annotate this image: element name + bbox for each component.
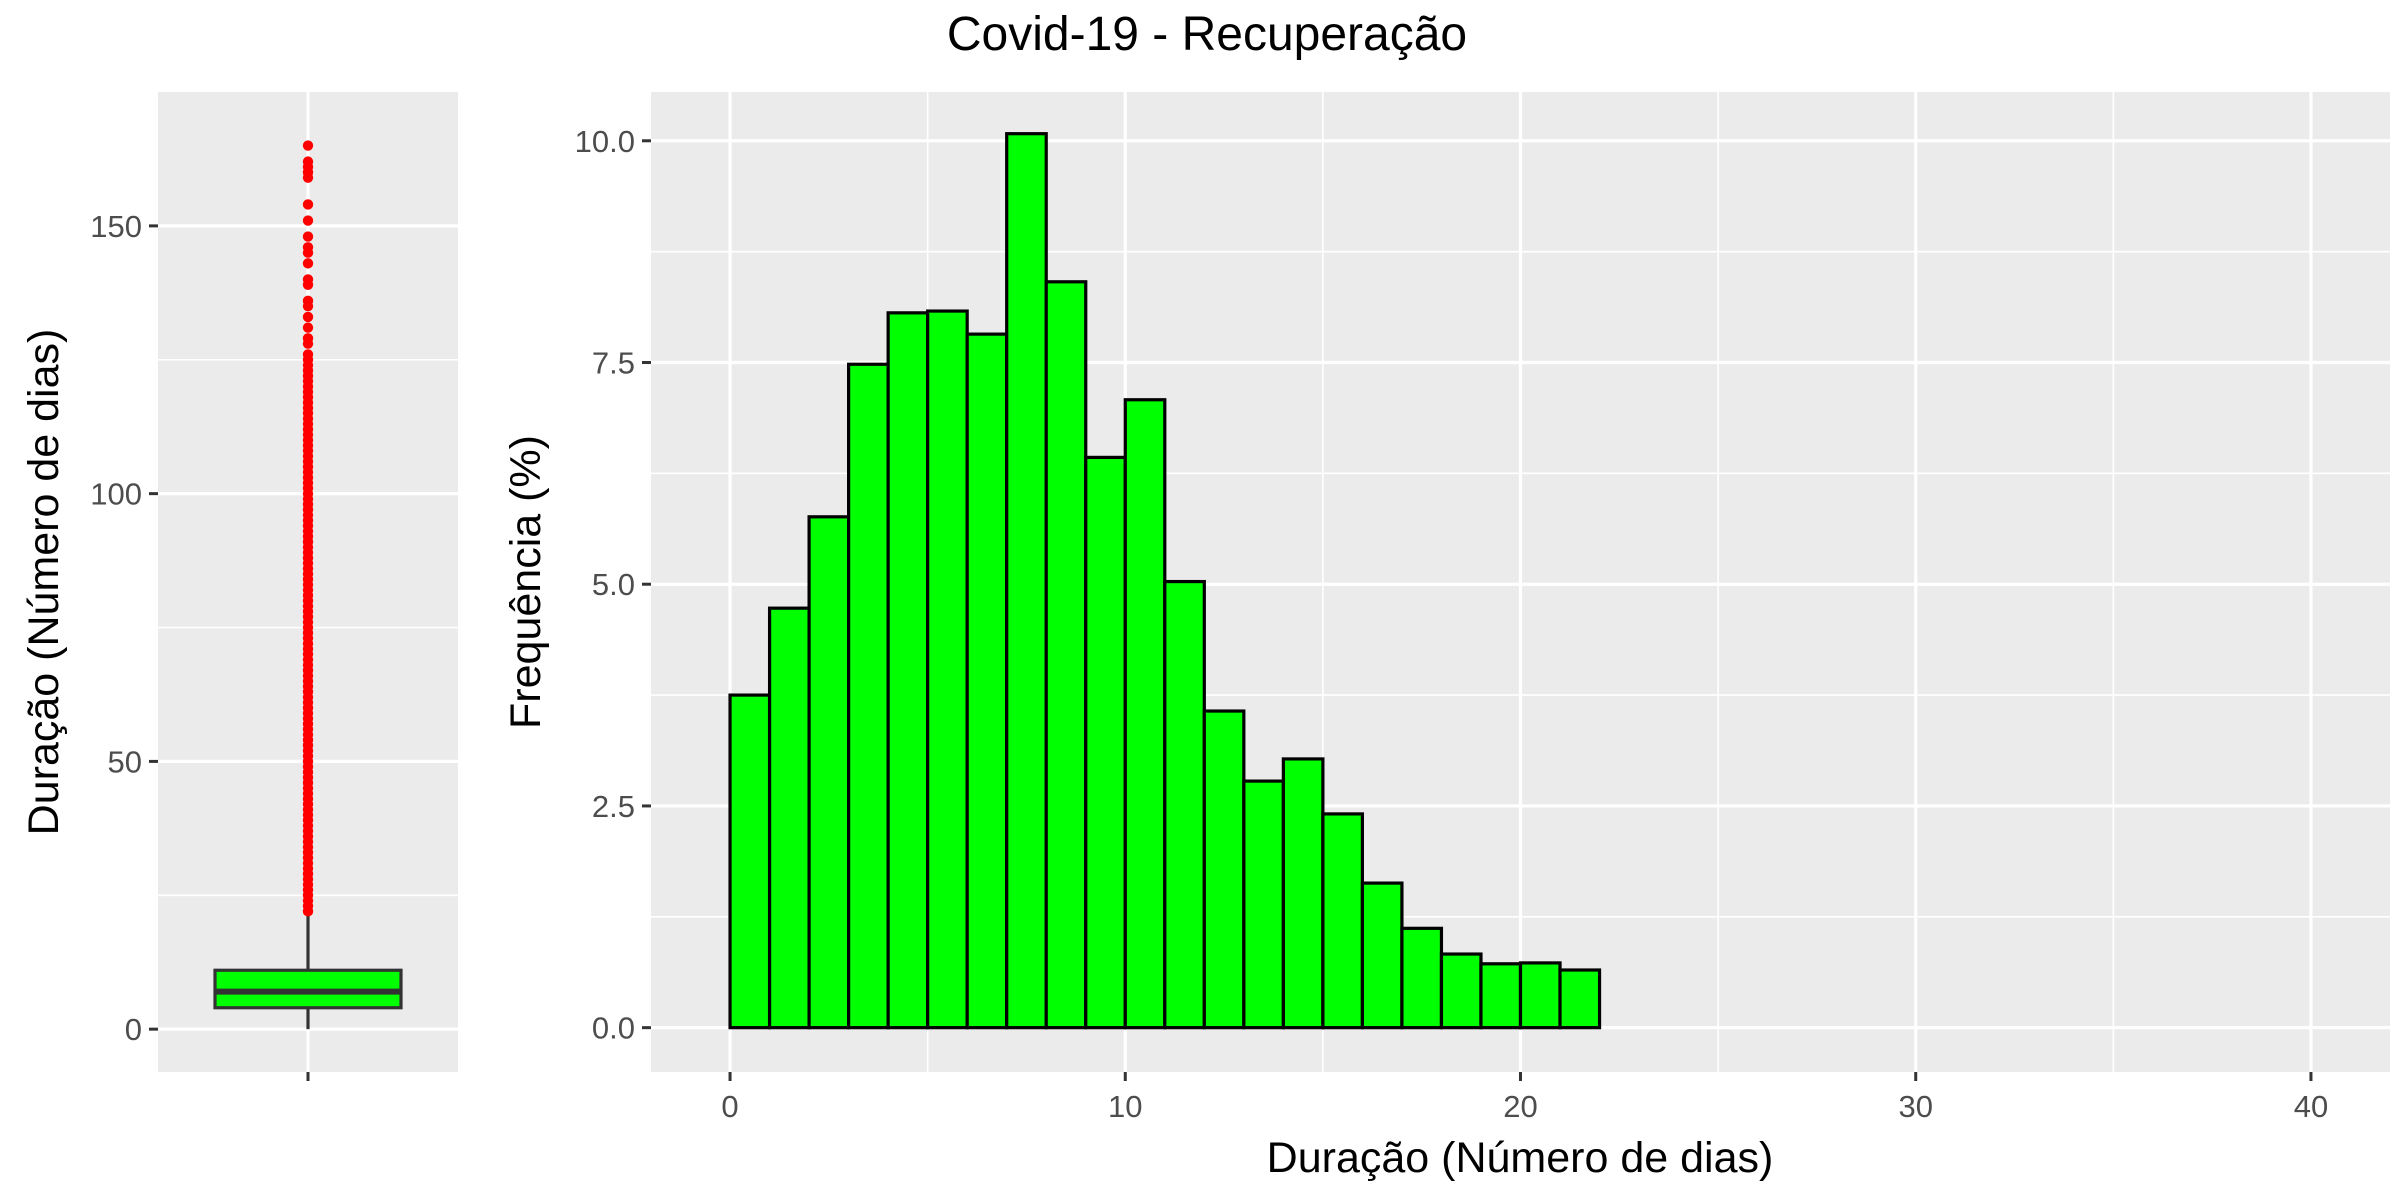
- histogram-bar: [1558, 968, 1602, 1030]
- histogram-y-tick-label: 5.0: [592, 567, 635, 602]
- boxplot-y-tick-label: 0: [125, 1012, 142, 1047]
- histogram-x-tick-label: 0: [721, 1089, 738, 1124]
- boxplot-outlier-point: [302, 311, 314, 323]
- histogram-bar: [1044, 280, 1088, 1030]
- histogram-bar: [1518, 961, 1562, 1030]
- boxplot-y-axis-title: Duração (Número de dias): [20, 329, 68, 836]
- histogram-bar: [1321, 812, 1365, 1030]
- histogram-panel: 0 10 20 30 40 0.0 2.5 5.0 7.5 10.0 Duração (Númer…: [502, 92, 2390, 1182]
- boxplot-outlier-point: [302, 295, 314, 307]
- histogram-bar: [847, 362, 890, 1030]
- boxplot-outlier-point: [302, 156, 314, 167]
- boxplot-y-tick-label: 100: [90, 477, 142, 512]
- histogram-bar: [1479, 962, 1523, 1030]
- histogram-bar: [965, 332, 1009, 1030]
- histogram-y-tick-label: 7.5: [592, 345, 635, 380]
- histogram-bar: [1123, 398, 1167, 1030]
- histogram-bar: [728, 693, 772, 1030]
- histogram-x-axis-title: Duração (Número de dias): [1267, 1134, 1774, 1182]
- boxplot-outlier-point: [302, 199, 314, 210]
- histogram-bar: [1005, 132, 1048, 1030]
- histogram-y-tick-label: 2.5: [592, 789, 635, 824]
- histogram-bar: [1084, 455, 1127, 1030]
- boxplot-outlier-point: [302, 274, 314, 285]
- histogram-x-tick-label: 30: [1898, 1089, 1932, 1124]
- histogram-bar: [1242, 779, 1285, 1030]
- histogram-bar: [767, 606, 811, 1030]
- histogram-x-tick-label: 10: [1108, 1089, 1142, 1124]
- boxplot-outlier-point: [302, 258, 314, 269]
- histogram-bar: [1400, 926, 1444, 1030]
- histogram-bar: [807, 515, 851, 1030]
- histogram-bar: [1360, 881, 1404, 1030]
- histogram-bar: [1281, 757, 1325, 1030]
- boxplot-outlier-point: [302, 140, 314, 151]
- boxplot-outlier-point: [302, 349, 314, 360]
- histogram-bar: [1163, 579, 1206, 1030]
- histogram-y-axis-title: Frequência (%): [502, 435, 550, 729]
- boxplot-outlier-point: [302, 333, 314, 344]
- histogram-bar: [886, 311, 930, 1030]
- boxplot-outlier-point: [302, 215, 314, 226]
- histogram-bar: [1202, 709, 1246, 1030]
- histogram-x-tick-label: 20: [1503, 1089, 1537, 1124]
- histogram-bar: [1439, 952, 1483, 1030]
- boxplot-panel: 0 50 100 150 Duração (Número de dias): [20, 92, 458, 1081]
- chart-title: Covid-19 - Recuperação: [947, 8, 1467, 61]
- histogram-bar: [926, 309, 969, 1030]
- boxplot-outlier-point: [302, 242, 314, 253]
- boxplot-outlier-point: [302, 231, 314, 242]
- boxplot-y-tick-label: 50: [108, 744, 142, 779]
- boxplot-y-tick-label: 150: [90, 209, 142, 244]
- histogram-y-tick-label: 10.0: [575, 124, 635, 159]
- histogram-y-tick-label: 0.0: [592, 1011, 635, 1046]
- boxplot-outlier-point: [302, 322, 314, 333]
- histogram-x-tick-label: 40: [2294, 1089, 2328, 1124]
